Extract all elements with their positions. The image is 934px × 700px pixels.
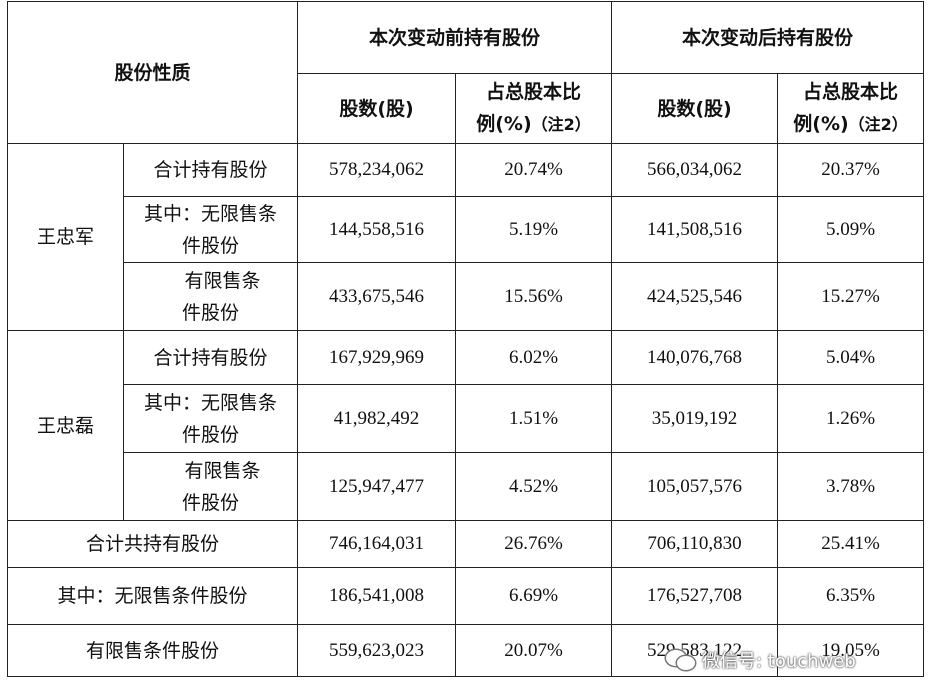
after-ratio: 6.35% [777,567,925,625]
after-shares: 566,034,062 [611,143,779,197]
share-type-line2: 件股份 [182,491,240,514]
before-shares: 186,541,008 [297,567,457,625]
share-type-line1: 其中：无限售条 [144,391,278,414]
holder-name: 王忠磊 [7,330,124,521]
after-ratio: 25.41% [777,520,925,568]
holder-name: 王忠军 [7,143,124,331]
after-ratio: 3.78% [777,452,925,521]
shareholding-table: 股份性质 本次变动前持有股份 本次变动后持有股份 股数(股) 占总股本比 例(%… [6,1,925,677]
after-shares: 176,527,708 [611,567,779,625]
header-after-ratio: 占总股本比 例(%)（注2） [777,73,925,144]
ratio-label-line2: 例(%) [793,113,849,135]
before-shares: 578,234,062 [297,143,457,197]
share-type: 有限售条 件股份 [122,262,299,331]
ratio-label-line1: 占总股本比 [486,81,582,103]
before-shares: 41,982,492 [297,384,457,453]
before-ratio: 15.56% [455,262,613,331]
share-type: 其中：无限售条 件股份 [122,196,299,263]
table-row: 其中：无限售条 件股份 41,982,492 1.51% 35,019,192 … [8,384,925,453]
table-row: 王忠军 合计持有股份 578,234,062 20.74% 566,034,06… [7,143,925,331]
after-ratio: 1.26% [777,384,925,453]
ratio-note: （注2） [848,115,908,134]
watermark-text: 微信号: touchweb [702,651,856,672]
ratio-label-line1: 占总股本比 [803,81,899,103]
before-shares: 125,947,477 [297,452,457,521]
after-ratio: 19.05% [777,624,925,677]
share-type-line1: 其中：无限售条 [144,202,278,225]
share-type-line2: 件股份 [182,423,240,446]
before-ratio: 6.02% [455,330,613,385]
table-row: 有限售条 件股份 125,947,477 4.52% 105,057,576 3… [8,452,925,521]
share-type: 其中：无限售条 件股份 [122,384,299,453]
after-shares: 105,057,576 [611,452,779,521]
after-shares: 140,076,768 [611,330,779,385]
before-ratio: 6.69% [455,567,613,625]
after-shares: 141,508,516 [611,196,779,263]
share-type-line2: 件股份 [182,301,240,324]
header-before-change: 本次变动前持有股份 [297,1,613,74]
after-shares: 529,583,122 [611,624,779,677]
before-shares: 559,623,023 [297,624,457,677]
after-shares: 706,110,830 [611,520,779,568]
share-type-line1: 有限售条 [184,269,261,292]
share-type: 合计持有股份 [122,143,299,197]
before-shares: 746,164,031 [297,520,457,568]
header-row-2: 股数(股) 占总股本比 例(%)（注2） 股数(股) 占总股本比 例(%)（注2… [8,73,925,144]
before-ratio: 20.07% [455,624,613,677]
share-type-line1: 有限售条 [184,459,261,482]
share-type: 有限售条 件股份 [122,452,299,521]
header-before-ratio: 占总股本比 例(%)（注2） [455,73,613,144]
after-ratio: 5.09% [777,196,925,263]
table-row: 王忠磊 合计持有股份 167,929,969 6.02% 140,076,768… [7,330,925,521]
before-shares: 144,558,516 [297,196,457,263]
before-ratio: 4.52% [455,452,613,521]
after-shares: 424,525,546 [611,262,779,331]
table-row-total: 有限售条件股份 559,623,023 20.07% 529,583,122 1… [6,624,925,677]
table-row: 其中：无限售条 件股份 144,558,516 5.19% 141,508,51… [8,196,925,263]
cut-off-text-strip [0,688,934,700]
before-ratio: 1.51% [455,384,613,453]
table-row: 有限售条 件股份 433,675,546 15.56% 424,525,546 … [8,262,925,331]
wechat-icon [666,648,696,672]
after-ratio: 5.04% [777,330,925,385]
ratio-label-line2: 例(%) [476,113,532,135]
share-type: 合计持有股份 [122,330,299,385]
header-after-change: 本次变动后持有股份 [611,1,925,74]
before-ratio: 20.74% [455,143,613,197]
before-ratio: 26.76% [455,520,613,568]
wechat-watermark: 微信号: touchweb [666,647,856,673]
header-row-1: 股份性质 本次变动前持有股份 本次变动后持有股份 [6,1,925,144]
after-ratio: 15.27% [777,262,925,331]
table-row-total: 合计共持有股份 746,164,031 26.76% 706,110,830 2… [6,520,925,568]
before-ratio: 5.19% [455,196,613,263]
header-before-shares: 股数(股) [297,73,457,144]
after-shares: 35,019,192 [611,384,779,453]
after-ratio: 20.37% [777,143,925,197]
ratio-note: （注2） [531,115,591,134]
total-label: 其中：无限售条件股份 [6,567,299,625]
share-type-line2: 件股份 [182,234,240,257]
total-label: 有限售条件股份 [6,624,299,677]
before-shares: 167,929,969 [297,330,457,385]
table-row-total: 其中：无限售条件股份 186,541,008 6.69% 176,527,708… [6,567,925,625]
total-label: 合计共持有股份 [6,520,299,568]
header-share-type: 股份性质 [6,1,299,144]
before-shares: 433,675,546 [297,262,457,331]
header-after-shares: 股数(股) [611,73,779,144]
